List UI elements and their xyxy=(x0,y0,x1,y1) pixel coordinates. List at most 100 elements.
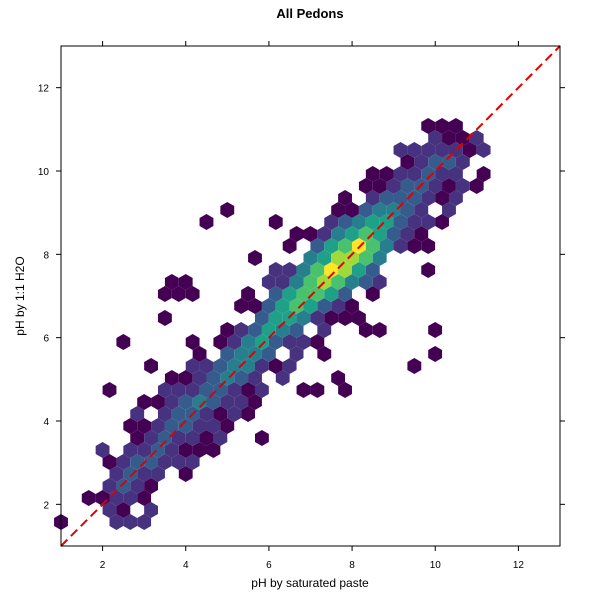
hexbin-cell xyxy=(400,154,415,170)
hexbin-cell xyxy=(365,262,380,278)
hexbin-cell xyxy=(268,310,283,326)
hexbin-cell xyxy=(144,478,158,494)
hexbin-cell xyxy=(199,358,214,374)
hexbin-cell xyxy=(324,262,339,278)
hexbin-cell xyxy=(338,286,352,302)
hexbin-cell xyxy=(372,274,387,290)
hexbin-cell xyxy=(317,346,332,362)
hexbin-cell xyxy=(435,142,449,158)
hexbin-cell xyxy=(345,250,359,266)
y-tick-label-8: 8 xyxy=(43,250,49,261)
hexbin-cell xyxy=(144,358,158,374)
hexbin-cell xyxy=(178,274,193,290)
hexbin-cell xyxy=(234,370,249,386)
y-tick-label-4: 4 xyxy=(43,417,49,428)
hexbin-cell xyxy=(185,334,200,350)
hexbin-cell xyxy=(372,250,387,266)
hexbin-cell xyxy=(442,178,456,194)
hexbin-cell xyxy=(130,478,145,494)
hexbin-cells xyxy=(54,118,491,530)
hexbin-cell xyxy=(331,226,346,242)
hexbin-cell xyxy=(393,142,408,158)
hexbin-cell xyxy=(386,178,401,194)
hexbin-cell xyxy=(213,430,228,446)
hexbin-cell xyxy=(157,286,172,302)
hexbin-cell xyxy=(338,214,352,230)
hexbin-cell xyxy=(421,118,436,134)
hexbin-cell xyxy=(338,310,352,326)
hexbin-cell xyxy=(400,202,415,218)
hexbin-cell xyxy=(81,490,96,506)
hexbin-cell xyxy=(310,286,325,302)
hexbin-cell xyxy=(157,406,172,422)
hexbin-cell xyxy=(455,130,470,146)
hexbin-cell xyxy=(358,322,373,338)
hexbin-cell xyxy=(199,430,214,446)
hexbin-cell xyxy=(393,190,408,206)
hexbin-cell xyxy=(144,502,158,518)
hexbin-cell xyxy=(421,262,436,278)
reference-line-1to1 xyxy=(60,45,561,547)
hexbin-cell xyxy=(192,442,207,458)
hexbin-cell xyxy=(254,382,269,398)
hexbin-cell xyxy=(296,286,311,302)
hexbin-cell xyxy=(185,430,200,446)
hexbin-cell xyxy=(324,214,339,230)
hexbin-cell xyxy=(324,238,339,254)
hexbin-cell xyxy=(157,382,172,398)
hexbin-cell xyxy=(116,478,131,494)
hexbin-cell xyxy=(116,334,131,350)
y-axis-label: pH by 1:1 H2O xyxy=(13,256,27,335)
hexbin-cell xyxy=(393,166,408,182)
hexbin-cell xyxy=(234,322,249,338)
hexbin-cell xyxy=(289,298,304,314)
hexbin-cell xyxy=(324,286,339,302)
hexbin-cell xyxy=(310,310,325,326)
hexbin-cell xyxy=(123,466,138,482)
hexbin-cell xyxy=(206,370,221,386)
hexbin-cell xyxy=(199,382,214,398)
hexbin-cell xyxy=(421,166,436,182)
hexbin-cell xyxy=(220,322,235,338)
hexbin-cell xyxy=(282,334,297,350)
hexbin-cell xyxy=(95,442,110,458)
hexbin-cell xyxy=(358,250,373,266)
hexbin-cell xyxy=(358,202,373,218)
hexbin-cell xyxy=(178,394,193,410)
x-tick-label-8: 8 xyxy=(349,560,355,571)
hexbin-cell xyxy=(137,466,152,482)
hexbin-cell xyxy=(220,202,235,218)
hexbin-cell xyxy=(151,394,165,410)
hexbin-cell xyxy=(192,418,207,434)
hexbin-cell xyxy=(157,430,172,446)
hexbin-cell xyxy=(365,238,380,254)
hexbin-cell xyxy=(261,274,276,290)
hexbin-cell xyxy=(379,214,394,230)
hexbin-cell xyxy=(248,322,262,338)
hexbin-cell xyxy=(227,334,242,350)
hexbin-cell xyxy=(123,442,138,458)
hexbin-cell xyxy=(289,274,304,290)
hexbin-cell xyxy=(365,286,380,302)
hexbin-cell xyxy=(275,298,290,314)
hexbin-cell xyxy=(185,286,200,302)
hexbin-cell xyxy=(289,226,304,242)
hexbin-cell xyxy=(185,358,200,374)
hexbin-cell xyxy=(116,502,131,518)
hexbin-cell xyxy=(185,454,200,470)
hexbin-cell xyxy=(442,154,456,170)
hexbin-cell xyxy=(171,430,186,446)
hexbin-cell xyxy=(192,346,207,362)
hexbin-cell xyxy=(303,298,318,314)
hexbin-cell xyxy=(164,274,179,290)
hexbin-cell xyxy=(275,370,290,386)
hexbin-cell xyxy=(254,358,269,374)
hexbin-cell xyxy=(476,142,491,158)
hexbin-cell xyxy=(282,262,297,278)
hexbin-cell xyxy=(282,358,297,374)
y-tick-label-6: 6 xyxy=(43,334,49,345)
hexbin-cell xyxy=(358,178,373,194)
hexbin-cell xyxy=(220,346,235,362)
x-axis-ticks: 2 4 6 8 10 12 xyxy=(100,41,524,571)
hexbin-cell xyxy=(428,154,443,170)
